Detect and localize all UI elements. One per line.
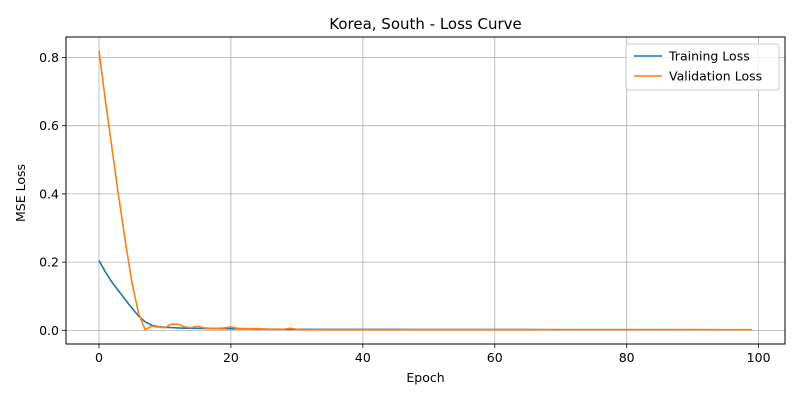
x-tick-label: 60 <box>487 350 503 365</box>
x-tick-label: 80 <box>619 350 635 365</box>
y-tick-label: 0.6 <box>39 118 59 133</box>
series-lines <box>98 50 753 331</box>
x-tick-label: 20 <box>223 350 239 365</box>
y-tick-label: 0.0 <box>39 323 59 338</box>
y-tick-label: 0.2 <box>39 255 59 270</box>
y-tick-label: 0.4 <box>39 186 59 201</box>
y-tick-label: 0.8 <box>39 50 59 65</box>
legend-label: Training Loss <box>668 49 750 64</box>
x-tick-label: 100 <box>747 350 771 365</box>
legend-label: Validation Loss <box>669 69 762 84</box>
x-axis-label: Epoch <box>406 370 444 385</box>
series-line-validation-loss <box>98 50 753 331</box>
plot-frame <box>65 36 786 345</box>
legend: Training Loss Validation Loss <box>625 43 780 91</box>
y-axis-label: MSE Loss <box>13 164 28 222</box>
x-tick-label: 0 <box>95 350 103 365</box>
legend-box <box>625 43 780 91</box>
x-tick-label: 40 <box>355 350 371 365</box>
chart-title: Korea, South - Loss Curve <box>329 15 522 33</box>
axis-ticks: 0 20 40 60 80 100 0.0 0.2 0.4 0.6 0.8 <box>39 50 770 365</box>
